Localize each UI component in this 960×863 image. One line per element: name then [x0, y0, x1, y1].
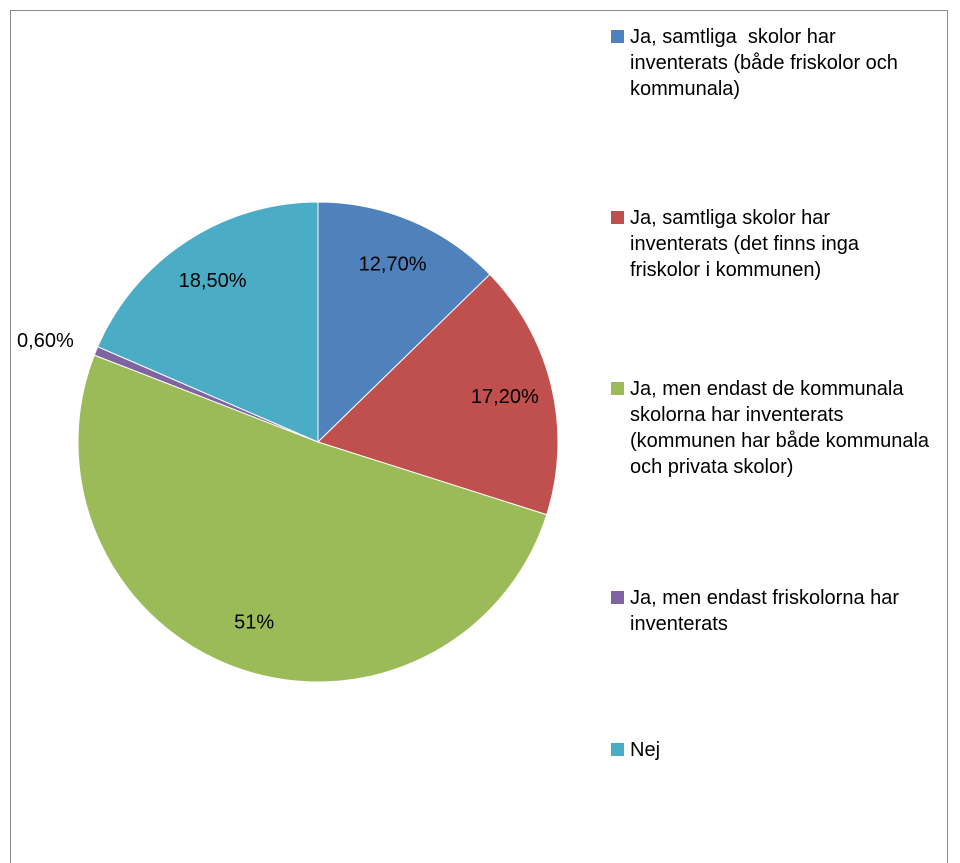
legend-label: Nej: [630, 739, 661, 761]
legend-entry: Ja, samtliga skolor har inventerats (båd…: [611, 24, 931, 102]
data-label: 0,60%: [17, 330, 74, 352]
legend-entry: Ja, men endast de kommunala skolorna har…: [611, 376, 931, 480]
legend-entry: Ja, samtliga skolor har inventerats (det…: [611, 205, 931, 283]
legend-entry: Ja, men endast friskolorna har inventera…: [611, 585, 931, 637]
legend-label: Ja, men endast friskolorna har inventera…: [630, 587, 905, 635]
chart-frame: [10, 10, 948, 863]
data-label: 12,70%: [359, 253, 427, 275]
pie-slice: [97, 201, 319, 443]
data-label: 18,50%: [179, 270, 247, 292]
pie-slice: [317, 201, 491, 444]
legend-swatch: [611, 211, 624, 224]
data-label: 51%: [234, 611, 274, 633]
legend-swatch: [611, 30, 624, 43]
legend-entry: Nej: [611, 737, 931, 763]
legend-label: Ja, men endast de kommunala skolorna har…: [630, 378, 935, 478]
legend-swatch: [611, 591, 624, 604]
legend-label: Ja, samtliga skolor har inventerats (båd…: [630, 26, 904, 100]
data-label: 17,20%: [471, 386, 539, 408]
legend-label: Ja, samtliga skolor har inventerats (det…: [630, 207, 865, 281]
legend-swatch: [611, 743, 624, 756]
pie-slice: [317, 273, 559, 516]
legend-swatch: [611, 382, 624, 395]
pie-slice: [77, 354, 548, 683]
